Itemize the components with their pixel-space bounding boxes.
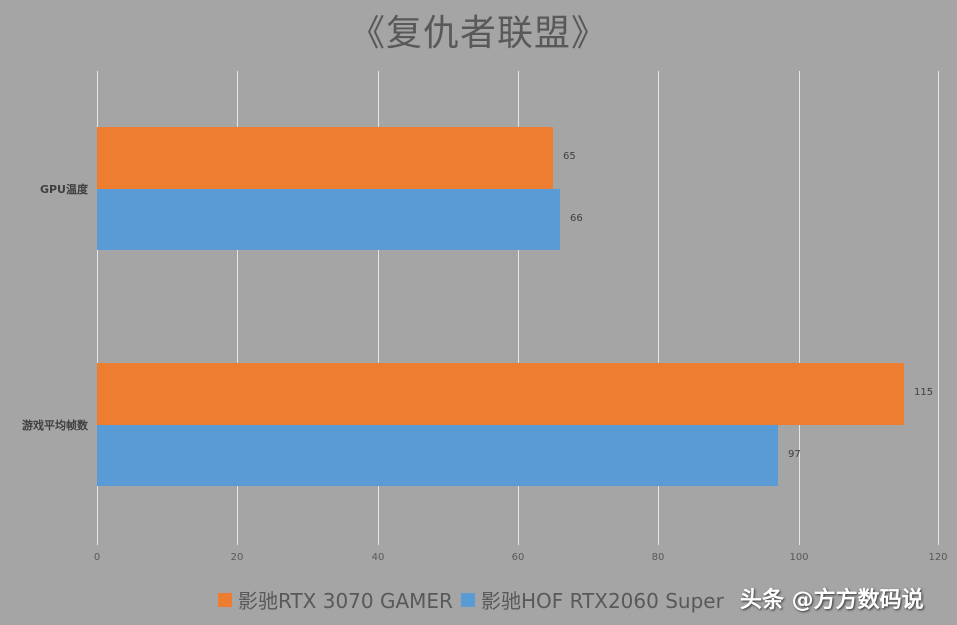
data-label: 97 — [788, 449, 801, 460]
gridline — [799, 71, 800, 545]
x-tick: 40 — [371, 552, 385, 563]
category-label-gpu-temp: GPU温度 — [39, 183, 88, 196]
data-label: 66 — [570, 213, 583, 224]
legend-label: 影驰RTX 3070 GAMER — [238, 589, 453, 613]
legend-item-rtx3070: 影驰RTX 3070 GAMER — [218, 585, 453, 614]
legend-item-rtx2060s: 影驰HOF RTX2060 Super — [460, 585, 724, 614]
bar-rtx2060s-gpu-temp — [97, 189, 560, 250]
gridline — [938, 71, 939, 545]
category-label-avg-fps: 游戏平均帧数 — [22, 419, 88, 432]
watermark: 头条 @方方数码说 — [740, 588, 924, 613]
gridline — [518, 71, 519, 545]
x-tick: 100 — [789, 552, 809, 563]
x-tick: 120 — [928, 552, 948, 563]
bar-rtx2060s-avg-fps — [97, 425, 778, 486]
gridline — [658, 71, 659, 545]
legend-swatch-orange — [218, 592, 232, 607]
x-tick: 0 — [93, 552, 101, 563]
gridline — [237, 71, 238, 545]
data-label: 65 — [563, 151, 576, 162]
gridline — [97, 71, 98, 545]
legend: 影驰RTX 3070 GAMER 影驰HOF RTX2060 Super — [218, 585, 732, 614]
plot-area: 65 66 115 97 — [97, 71, 939, 545]
gridline — [378, 71, 379, 545]
data-label: 115 — [914, 387, 934, 398]
legend-label: 影驰HOF RTX2060 Super — [480, 589, 724, 613]
legend-swatch-blue — [460, 592, 475, 607]
x-tick: 20 — [230, 552, 244, 563]
chart-title: 《复仇者联盟》 — [348, 13, 608, 54]
bar-rtx3070-avg-fps — [97, 363, 904, 425]
bar-rtx3070-gpu-temp — [97, 127, 553, 189]
x-tick: 80 — [651, 552, 665, 563]
x-tick: 60 — [511, 552, 525, 563]
